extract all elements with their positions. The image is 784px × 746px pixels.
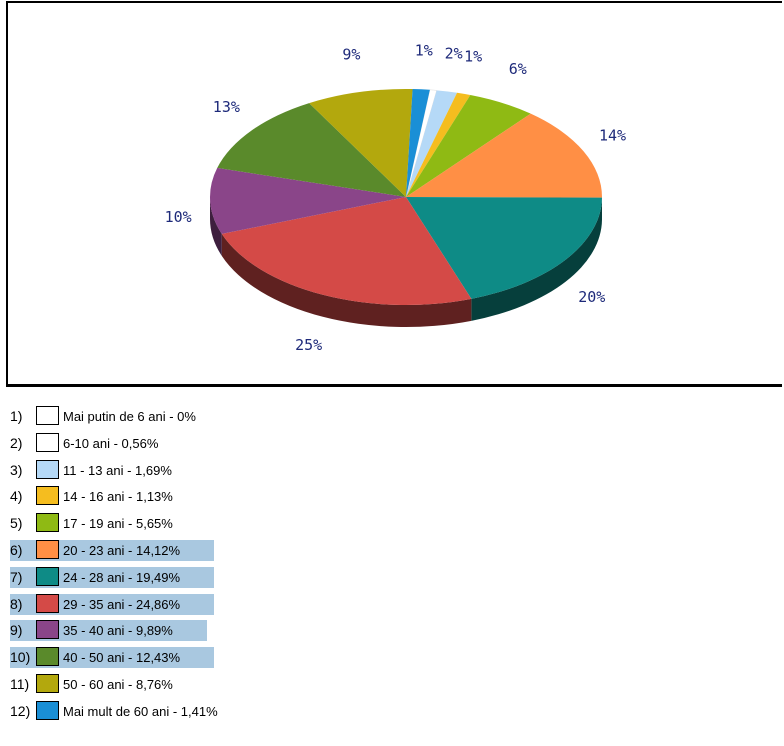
legend-index: 8) xyxy=(10,595,23,612)
pie-slice-4 xyxy=(406,92,471,197)
legend-swatch xyxy=(36,486,59,506)
pct-label-8: 25% xyxy=(295,336,322,354)
pie-slice-12 xyxy=(406,89,430,197)
legend-swatch xyxy=(36,406,59,425)
pie-side-8 xyxy=(221,233,472,327)
pie-slice-2 xyxy=(405,89,438,198)
pie-slice-6 xyxy=(406,113,603,198)
legend-index: 3) xyxy=(10,461,23,478)
legend-swatch xyxy=(36,647,59,667)
legend-highlight xyxy=(10,620,207,642)
legend-label: 24 - 28 ani - 19,49% xyxy=(63,569,181,585)
legend-swatch xyxy=(36,673,59,693)
pie-slice-3 xyxy=(406,90,458,197)
pct-label-3: 2% xyxy=(445,44,463,62)
pct-label-11: 9% xyxy=(342,45,360,63)
legend-highlight xyxy=(10,539,214,561)
legend-swatch xyxy=(36,620,59,640)
legend-swatch xyxy=(36,566,59,586)
pct-label-6: 14% xyxy=(599,126,626,144)
legend-highlight xyxy=(10,566,214,588)
legend-swatch xyxy=(36,539,59,559)
pct-label-10: 13% xyxy=(213,98,240,116)
legend-label: 20 - 23 ani - 14,12% xyxy=(63,542,181,558)
pie-chart: 2% 1%6%14%20%25%10%13%9% 1% xyxy=(165,41,626,354)
pct-label-5: 6% xyxy=(509,60,527,78)
legend-index: 4) xyxy=(10,488,23,505)
pie-slice-11 xyxy=(309,89,413,197)
legend-label: 50 - 60 ani - 8,76% xyxy=(63,676,173,692)
legend-swatch xyxy=(36,593,59,613)
legend-label: 35 - 40 ani - 9,89% xyxy=(63,623,173,639)
legend-index: 11) xyxy=(10,675,30,692)
legend-index: 6) xyxy=(10,541,23,558)
pie-slice-8 xyxy=(221,197,472,305)
pie-sides xyxy=(210,197,602,327)
legend-swatch xyxy=(36,432,59,452)
legend-index: 1) xyxy=(10,408,23,424)
legend-label: 6-10 ani - 0,56% xyxy=(63,435,159,451)
legend-label: Mai putin de 6 ani - 0% xyxy=(63,409,196,424)
legend-label: 40 - 50 ani - 12,43% xyxy=(63,650,181,666)
legend-label: Mai mult de 60 ani - 1,41% xyxy=(63,703,218,719)
legend-swatch xyxy=(36,459,59,479)
legend-label: 11 - 13 ani - 1,69% xyxy=(63,462,172,478)
pct-label-12: 1% xyxy=(415,41,433,59)
legend-index: 10) xyxy=(10,649,31,666)
legend-highlight xyxy=(10,647,214,669)
legend-index: 12) xyxy=(10,702,31,719)
chart-frame: 2% 1% 6% 14% 20% 25% 10% 13% 9% 1% xyxy=(6,1,782,387)
legend-index: 7) xyxy=(10,568,23,585)
pct-label-9: 10% xyxy=(165,208,192,226)
pie-slice-7 xyxy=(406,197,602,299)
legend-index: 9) xyxy=(10,622,23,639)
legend-swatch xyxy=(36,513,59,533)
pie-slice-9 xyxy=(209,167,406,234)
legend-swatch xyxy=(36,700,59,720)
pie-side-9 xyxy=(210,197,222,256)
legend-label: 17 - 19 ani - 5,65% xyxy=(63,516,173,532)
pie-side-7 xyxy=(471,197,602,321)
pie-slice-5 xyxy=(406,94,531,197)
legend-highlight xyxy=(10,593,214,615)
legend-label: 29 - 35 ani - 24,86% xyxy=(63,596,181,612)
pct-label-4: 1% xyxy=(464,48,482,66)
legend-index: 5) xyxy=(10,515,23,532)
legend-label: 14 - 16 ani - 1,13% xyxy=(63,489,173,505)
pie-top xyxy=(209,89,603,305)
pie-labels: 2% 1%6%14%20%25%10%13%9% 1% xyxy=(165,41,626,354)
pie-slice-10 xyxy=(217,103,406,197)
pct-label-7: 20% xyxy=(578,288,605,306)
legend-index: 2) xyxy=(10,434,23,451)
